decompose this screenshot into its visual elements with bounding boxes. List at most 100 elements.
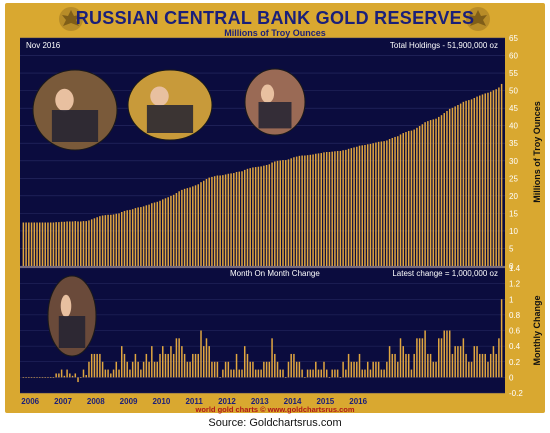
holdings-bar <box>342 150 344 266</box>
change-bar <box>85 375 87 378</box>
change-bar <box>418 338 421 378</box>
x-tick-label: 2008 <box>87 397 105 406</box>
y-tick-label: 10 <box>509 227 518 236</box>
holdings-bar <box>336 150 339 266</box>
change-bar <box>189 361 191 378</box>
holdings-bar <box>137 207 139 266</box>
holdings-bar <box>227 173 230 266</box>
y-tick-label: 35 <box>509 139 518 148</box>
change-bar <box>290 353 292 378</box>
holdings-bar <box>309 154 312 266</box>
change-bar <box>202 346 205 378</box>
holdings-bar <box>446 110 448 267</box>
photo-officials-with-gold <box>32 69 118 151</box>
holdings-bar <box>233 173 235 266</box>
y-tick-label: 55 <box>509 69 518 78</box>
holdings-bar <box>41 222 44 266</box>
change-bar <box>71 375 74 378</box>
change-bar <box>312 369 314 378</box>
holdings-bar <box>107 214 109 266</box>
holdings-bar <box>148 204 150 266</box>
x-tick-label: 2014 <box>284 397 302 406</box>
holdings-bar <box>222 175 224 266</box>
change-bar <box>211 361 213 378</box>
change-panel-title: Month On Month Change <box>230 269 320 278</box>
photo-face <box>60 294 72 318</box>
holdings-bar <box>44 222 46 266</box>
holdings-bar <box>369 143 372 266</box>
holdings-bar <box>328 152 331 266</box>
holdings-bar <box>77 221 79 266</box>
change-bar <box>293 353 295 378</box>
holdings-bar <box>356 146 358 266</box>
holdings-bar <box>383 141 385 266</box>
change-bar <box>295 361 298 378</box>
holdings-bar <box>249 168 251 266</box>
holdings-bar <box>90 219 93 266</box>
holdings-bar <box>440 115 443 266</box>
change-bar <box>99 353 101 378</box>
change-bar <box>459 346 462 378</box>
change-bar <box>129 369 131 378</box>
change-bar <box>88 361 90 378</box>
holdings-bar <box>271 162 273 266</box>
holdings-bar <box>375 142 377 266</box>
holdings-bar <box>298 155 301 266</box>
change-bar <box>320 369 323 378</box>
x-tick-label: 2011 <box>185 397 203 406</box>
change-bar <box>391 353 394 378</box>
holdings-bar <box>358 145 361 266</box>
change-bar <box>410 369 413 378</box>
change-bar <box>107 369 109 378</box>
holdings-bar <box>104 215 107 266</box>
holdings-bar <box>66 221 68 266</box>
change-bar <box>192 353 194 378</box>
change-bar <box>28 377 30 378</box>
change-bar <box>407 353 410 378</box>
y-tick-label: 65 <box>509 34 518 43</box>
holdings-bar <box>268 164 271 266</box>
change-bar <box>162 346 164 378</box>
change-bar <box>153 361 156 378</box>
holdings-bar <box>274 161 276 266</box>
change-bar <box>222 369 224 378</box>
change-bar <box>241 369 243 378</box>
holdings-bar <box>208 177 210 266</box>
photo-border <box>127 69 213 141</box>
y-tick-label: 0 <box>509 373 514 382</box>
y-tick-label: 60 <box>509 52 518 61</box>
holdings-bar <box>364 144 366 266</box>
holdings-bar <box>134 208 137 266</box>
change-bar <box>55 373 57 378</box>
change-bar <box>317 369 320 378</box>
holdings-bar <box>317 153 320 266</box>
change-bar <box>342 361 344 378</box>
change-bar <box>142 361 145 378</box>
change-bar <box>328 377 331 378</box>
change-bar <box>145 353 148 378</box>
holdings-bar <box>429 120 432 266</box>
change-bar <box>470 361 473 378</box>
change-bar <box>276 361 279 378</box>
y-tick-label: 40 <box>509 122 518 131</box>
change-bar <box>495 353 497 378</box>
holdings-bar <box>260 166 262 266</box>
holdings-bar <box>287 159 290 266</box>
change-bar <box>331 369 333 378</box>
holdings-bar <box>424 122 426 267</box>
holdings-bar <box>69 221 71 266</box>
change-bar <box>170 346 172 378</box>
holdings-bar <box>192 186 194 266</box>
change-bar <box>424 330 426 378</box>
change-bar <box>446 330 448 378</box>
change-bar <box>30 377 33 378</box>
change-bar <box>383 369 385 378</box>
photo-suit <box>258 102 292 129</box>
holdings-bar <box>276 160 279 266</box>
change-bar <box>77 377 79 383</box>
holdings-bar <box>451 107 454 266</box>
change-bar <box>69 373 71 378</box>
x-tick-label: 2007 <box>54 397 72 406</box>
photo-putin-with-gold <box>47 275 97 357</box>
holdings-bar <box>284 160 287 266</box>
